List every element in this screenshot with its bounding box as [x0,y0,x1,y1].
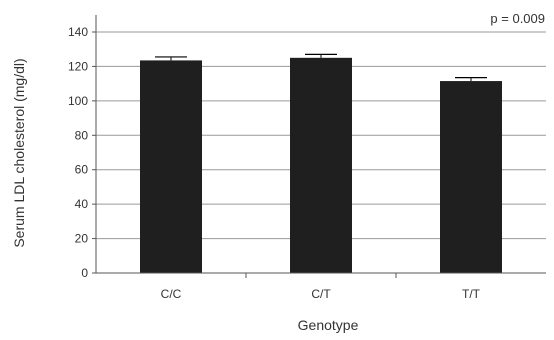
x-ticks: C/C C/T T/T [161,273,481,301]
x-tick-label: C/T [311,287,331,301]
bar-t-t [440,81,502,273]
y-tick-label: 20 [75,232,89,246]
bars [140,57,502,274]
y-tick-label: 100 [68,94,88,108]
bar-c-c [140,60,202,274]
p-value-annotation: p = 0.009 [490,11,545,26]
axes [95,15,546,274]
x-axis-title: Genotype [298,317,359,333]
x-tick-label: C/C [161,287,182,301]
error-bars [155,53,487,82]
y-tick-label: 80 [75,128,89,142]
y-tick-label: 140 [68,25,88,39]
y-axis-title: Serum LDL cholesterol (mg/dl) [11,58,27,247]
x-tick-label: T/T [462,287,481,301]
y-tick-label: 120 [68,59,88,73]
y-ticks: 0 20 40 60 80 100 120 140 [68,25,96,280]
y-tick-label: 0 [81,266,88,280]
y-tick-label: 40 [75,197,89,211]
bar-c-t [290,57,352,274]
y-tick-label: 60 [75,163,89,177]
